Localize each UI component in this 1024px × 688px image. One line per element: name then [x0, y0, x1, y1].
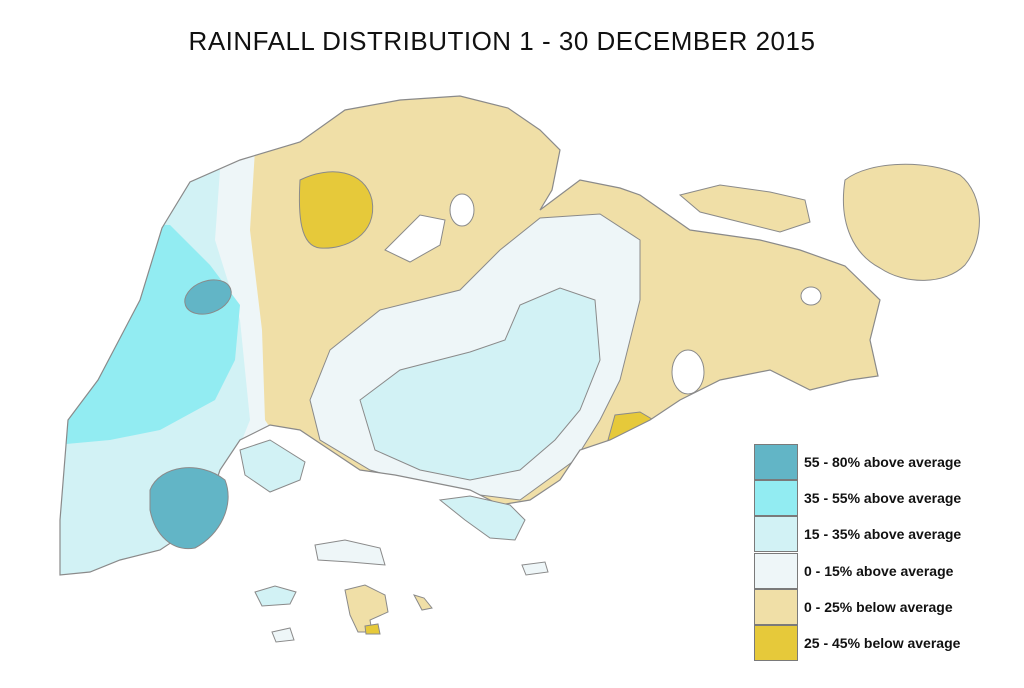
legend-swatch [754, 588, 798, 625]
island-pulau-ubin [678, 184, 811, 233]
legend-label: 35 - 55% above average [804, 490, 962, 507]
legend-item: 25 - 45% below average [754, 624, 1014, 661]
island-southern-a [344, 584, 389, 633]
legend-item: 15 - 35% above average [754, 516, 1014, 553]
legend-swatch [754, 480, 798, 517]
legend-label: 25 - 45% below average [804, 634, 961, 651]
legend-label: 55 - 80% above average [804, 454, 962, 470]
legend-item: 0 - 25% below average [754, 588, 1014, 625]
reservoir-north [449, 193, 475, 227]
island-south-central [438, 495, 526, 541]
zone-above-15-35-central [359, 287, 601, 481]
legend-label: 0 - 25% below average [804, 598, 953, 615]
legend-swatch [754, 444, 798, 480]
map-title: RAINFALL DISTRIBUTION 1 - 30 DECEMBER 20… [188, 26, 816, 56]
main-island-outline [59, 95, 881, 576]
island-southern-b [364, 623, 381, 635]
zone-above-55-80-west [149, 467, 229, 550]
reservoir-central [384, 214, 446, 263]
island-southern-f [521, 561, 549, 576]
island-southern-d [412, 594, 433, 611]
legend-item: 35 - 55% above average [754, 480, 1014, 517]
island-jurong-east [239, 439, 306, 493]
legend-label: 15 - 35% above average [804, 526, 962, 543]
island-pulau-tekong [842, 163, 980, 281]
legend-item: 55 - 80% above average [754, 444, 1014, 480]
zone-below-25-45-north [298, 171, 374, 249]
reservoir-east [671, 349, 705, 395]
island-sentosa [314, 539, 386, 566]
legend-swatch [754, 624, 798, 661]
reservoir-northeast [800, 286, 822, 306]
zone-above-55-80-north [184, 279, 232, 315]
legend-label: 0 - 15% above average [804, 562, 954, 579]
legend-swatch [754, 552, 798, 589]
island-southern-e [271, 627, 295, 643]
legend-item: 0 - 15% above average [754, 552, 1014, 589]
legend: 55 - 80% above average 35 - 55% above av… [754, 444, 1014, 661]
legend-swatch [754, 516, 798, 553]
island-southern-c [254, 585, 297, 607]
